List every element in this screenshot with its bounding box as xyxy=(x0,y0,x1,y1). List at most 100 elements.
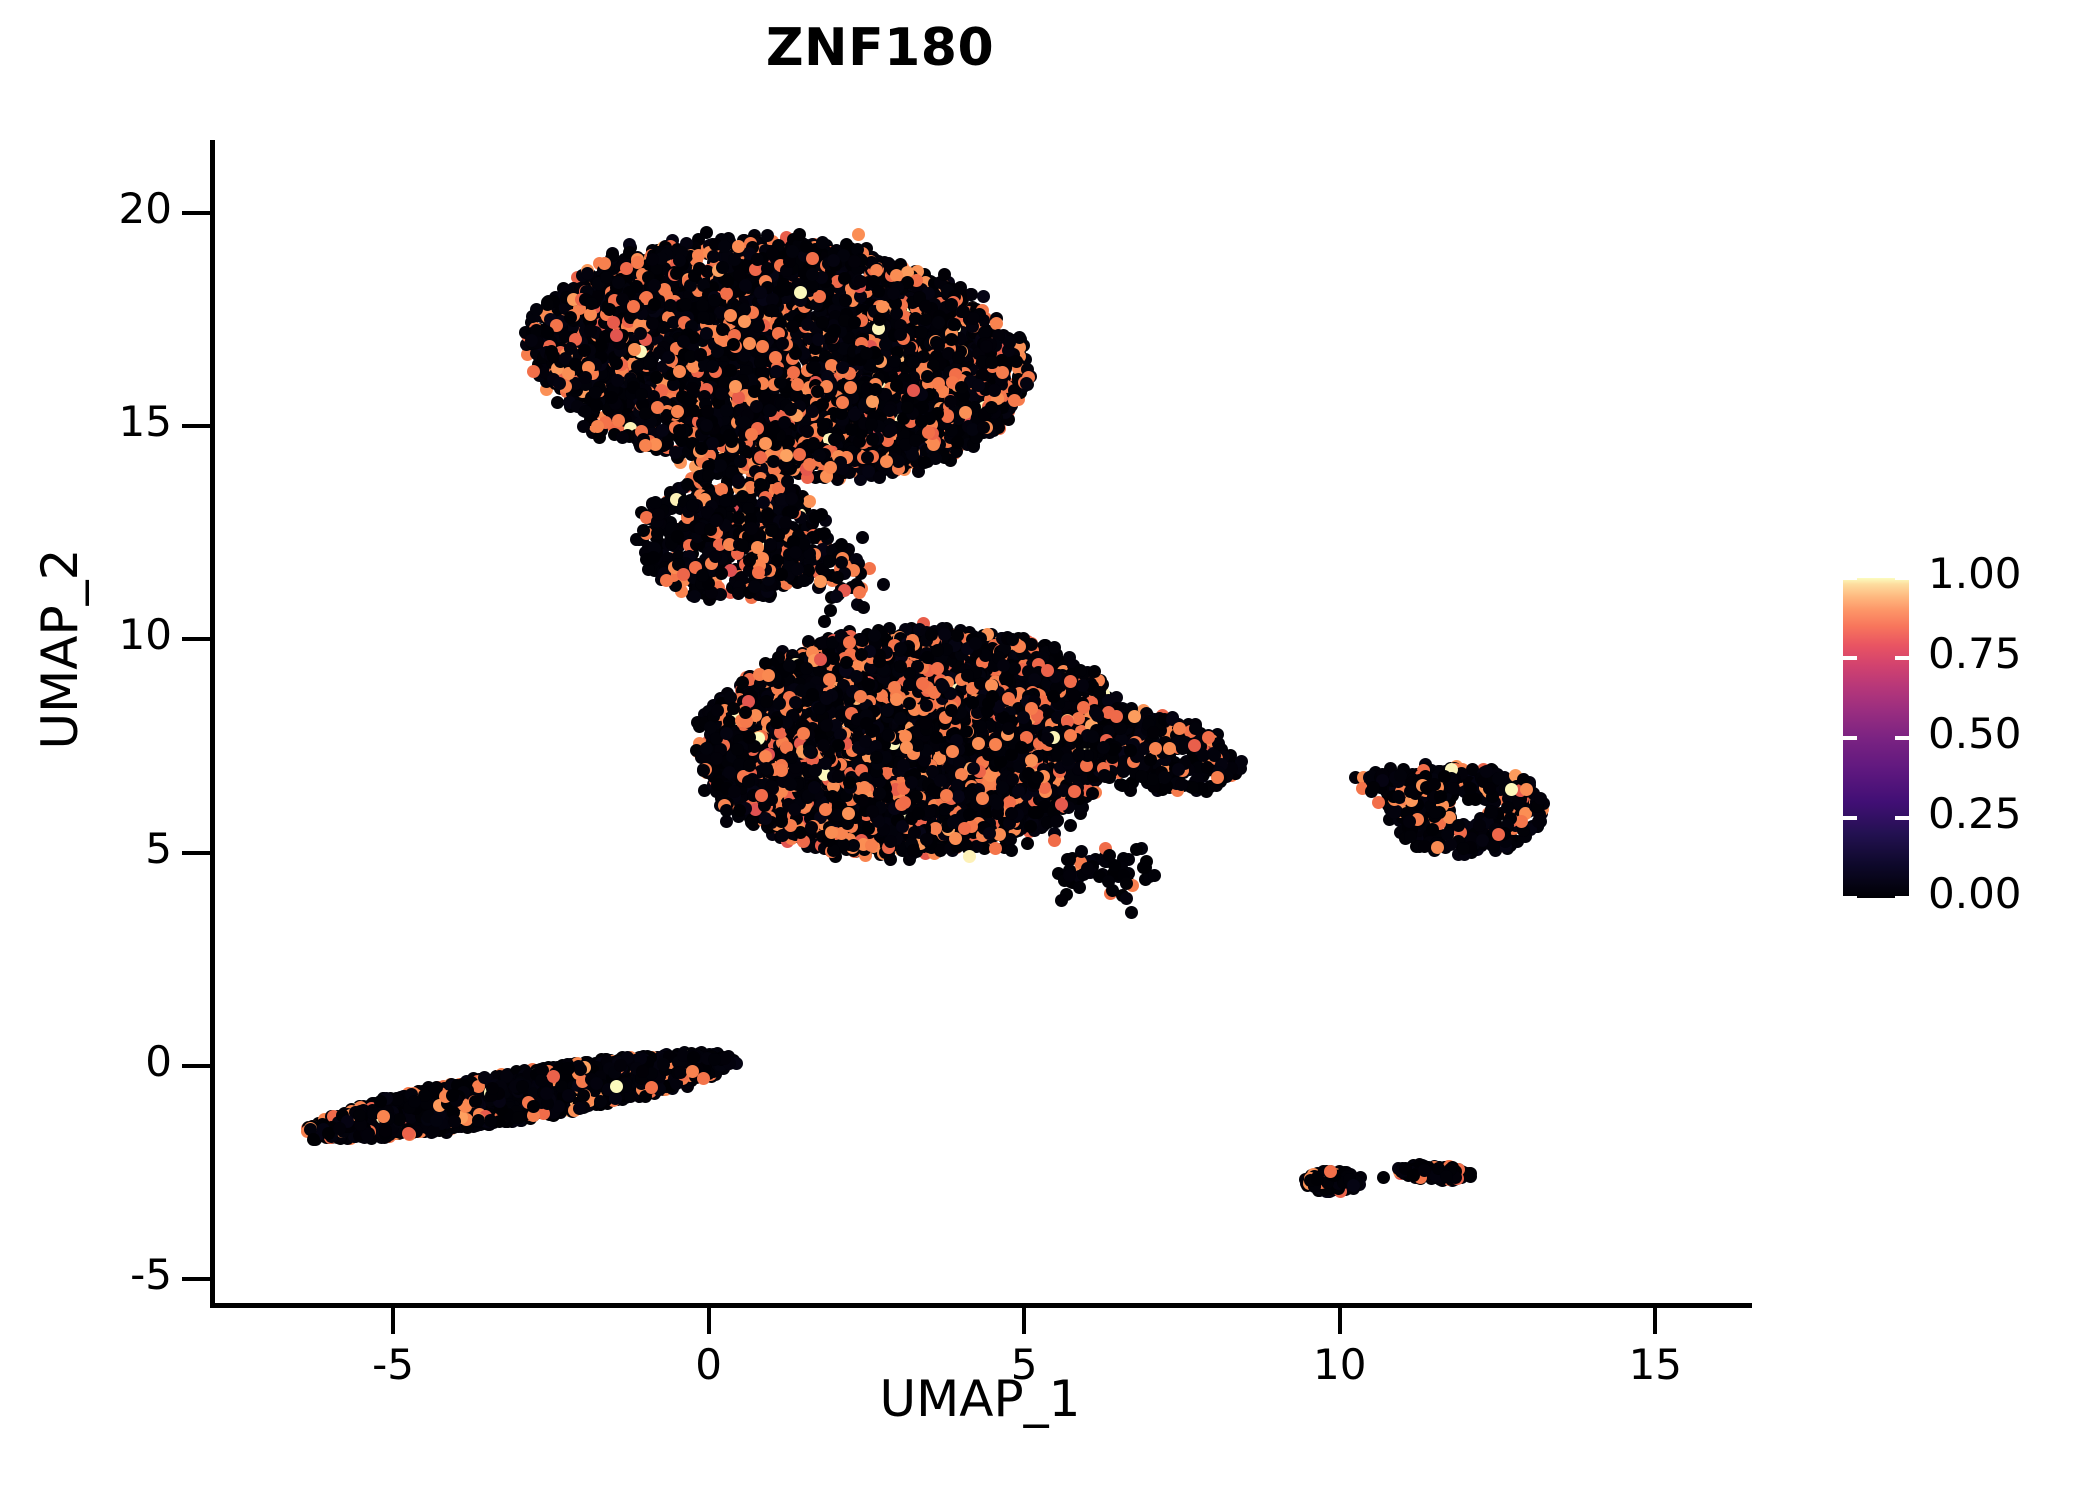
scatter-point xyxy=(646,253,659,266)
scatter-point xyxy=(635,388,648,401)
scatter-point xyxy=(838,272,851,285)
y-tick-label: 10 xyxy=(119,610,172,659)
scatter-point xyxy=(603,303,616,316)
y-tick-mark xyxy=(182,1277,210,1281)
scatter-point xyxy=(977,290,990,303)
scatter-point xyxy=(894,328,907,341)
x-tick-mark xyxy=(1338,1308,1342,1334)
scatter-point xyxy=(861,451,874,464)
scatter-point xyxy=(816,236,829,249)
scatter-point xyxy=(801,318,814,331)
scatter-point xyxy=(700,419,713,432)
scatter-point xyxy=(748,385,761,398)
scatter-point xyxy=(980,340,993,353)
scatter-point xyxy=(780,283,793,296)
y-axis-label: UMAP_2 xyxy=(31,389,89,909)
scatter-point xyxy=(816,316,829,329)
scatter-point xyxy=(610,357,623,370)
scatter-point xyxy=(884,424,897,437)
scatter-point xyxy=(716,323,729,336)
scatter-point xyxy=(754,451,767,464)
scatter-point xyxy=(848,255,861,268)
scatter-point xyxy=(836,361,849,374)
scatter-point xyxy=(656,424,669,437)
scatter-point xyxy=(732,391,745,404)
scatter-point xyxy=(673,365,686,378)
scatter-point xyxy=(734,455,747,468)
scatter-point xyxy=(686,382,699,395)
scatter-point xyxy=(648,279,661,292)
scatter-point xyxy=(769,351,782,364)
scatter-point xyxy=(873,471,886,484)
scatter-point xyxy=(836,396,849,409)
scatter-point xyxy=(793,448,806,461)
scatter-point xyxy=(873,313,886,326)
scatter-point xyxy=(761,229,774,242)
scatter-point xyxy=(693,262,706,275)
scatter-point xyxy=(807,437,820,450)
x-axis-label: UMAP_1 xyxy=(210,1370,1750,1428)
scatter-point xyxy=(696,299,709,312)
scatter-point xyxy=(589,386,602,399)
scatter-point xyxy=(716,261,729,274)
y-tick-label: 5 xyxy=(145,824,172,873)
y-tick-mark xyxy=(182,637,210,641)
scatter-point xyxy=(787,366,800,379)
scatter-point xyxy=(701,405,714,418)
scatter-point xyxy=(745,428,758,441)
scatter-points-layer xyxy=(210,140,1750,1305)
scatter-point xyxy=(996,366,1009,379)
scatter-point xyxy=(915,326,928,339)
scatter-point xyxy=(564,342,577,355)
scatter-point xyxy=(1010,355,1023,368)
scatter-point xyxy=(907,356,920,369)
scatter-point xyxy=(664,299,677,312)
scatter-point xyxy=(827,254,840,267)
y-tick-label: -5 xyxy=(130,1250,172,1299)
scatter-point xyxy=(824,461,837,474)
scatter-point xyxy=(662,351,675,364)
scatter-point xyxy=(738,315,751,328)
scatter-point xyxy=(706,360,719,373)
scatter-point xyxy=(579,371,592,384)
y-tick-label: 20 xyxy=(119,184,172,233)
scatter-point xyxy=(872,285,885,298)
y-tick-label: 0 xyxy=(145,1037,172,1086)
scatter-point xyxy=(955,381,968,394)
scatter-point xyxy=(739,279,752,292)
y-tick-mark xyxy=(182,851,210,855)
scatter-point xyxy=(988,384,1001,397)
scatter-point xyxy=(866,433,879,446)
x-tick-mark xyxy=(1653,1308,1657,1334)
scatter-point xyxy=(607,316,620,329)
scatter-point xyxy=(643,356,656,369)
scatter-point xyxy=(718,240,731,253)
scatter-point xyxy=(944,395,957,408)
scatter-point xyxy=(932,339,945,352)
x-tick-mark xyxy=(391,1308,395,1334)
scatter-point xyxy=(754,286,767,299)
scatter-point xyxy=(669,446,682,459)
scatter-point xyxy=(828,433,841,446)
scatter-point xyxy=(700,327,713,340)
scatter-point xyxy=(579,405,592,418)
scatter-point xyxy=(948,318,961,331)
scatter-point xyxy=(808,361,821,374)
scatter-point xyxy=(677,335,690,348)
scatter-point xyxy=(806,268,819,281)
scatter-point xyxy=(909,434,922,447)
scatter-point xyxy=(697,311,710,324)
scatter-point xyxy=(1020,377,1033,390)
scatter-point xyxy=(828,324,841,337)
scatter-point xyxy=(628,343,641,356)
scatter-point xyxy=(759,437,772,450)
scatter-point xyxy=(938,268,951,281)
scatter-point xyxy=(694,348,707,361)
scatter-point xyxy=(646,317,659,330)
scatter-point xyxy=(932,316,945,329)
scatter-point xyxy=(564,311,577,324)
x-tick-mark xyxy=(1022,1308,1026,1334)
scatter-point xyxy=(541,326,554,339)
scatter-point xyxy=(610,329,623,342)
scatter-point xyxy=(620,262,633,275)
